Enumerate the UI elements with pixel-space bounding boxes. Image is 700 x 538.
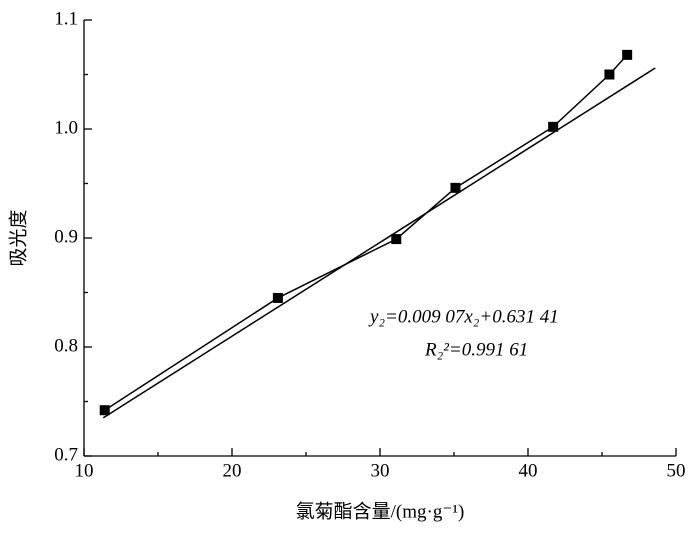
fit-line	[102, 67, 656, 419]
x-tick-label: 50	[667, 460, 686, 481]
y-axis-label: 吸光度	[7, 209, 29, 266]
x-axis-label: 氯菊酯含量/(mg·g⁻¹)	[296, 500, 465, 522]
x-tick-label: 20	[223, 460, 242, 481]
y-tick-label: 1.1	[54, 8, 78, 29]
data-line	[104, 54, 628, 411]
x-tick-label: 40	[519, 460, 538, 481]
x-tick-label: 30	[371, 460, 390, 481]
point	[548, 121, 559, 132]
point	[450, 182, 461, 193]
annotation: y₂=0.009 07x₂+0.631 41	[368, 306, 559, 327]
point	[99, 405, 110, 416]
y-tick-label: 0.9	[54, 226, 78, 247]
point	[622, 49, 633, 60]
annotation: R₂²=0.991 61	[424, 339, 528, 360]
point	[272, 292, 283, 303]
y-tick-label: 0.8	[54, 335, 78, 356]
point	[391, 234, 402, 245]
x-tick-label: 10	[75, 460, 94, 481]
point	[604, 69, 615, 80]
y-tick-label: 0.7	[54, 444, 78, 465]
y-tick-label: 1.0	[54, 117, 78, 138]
